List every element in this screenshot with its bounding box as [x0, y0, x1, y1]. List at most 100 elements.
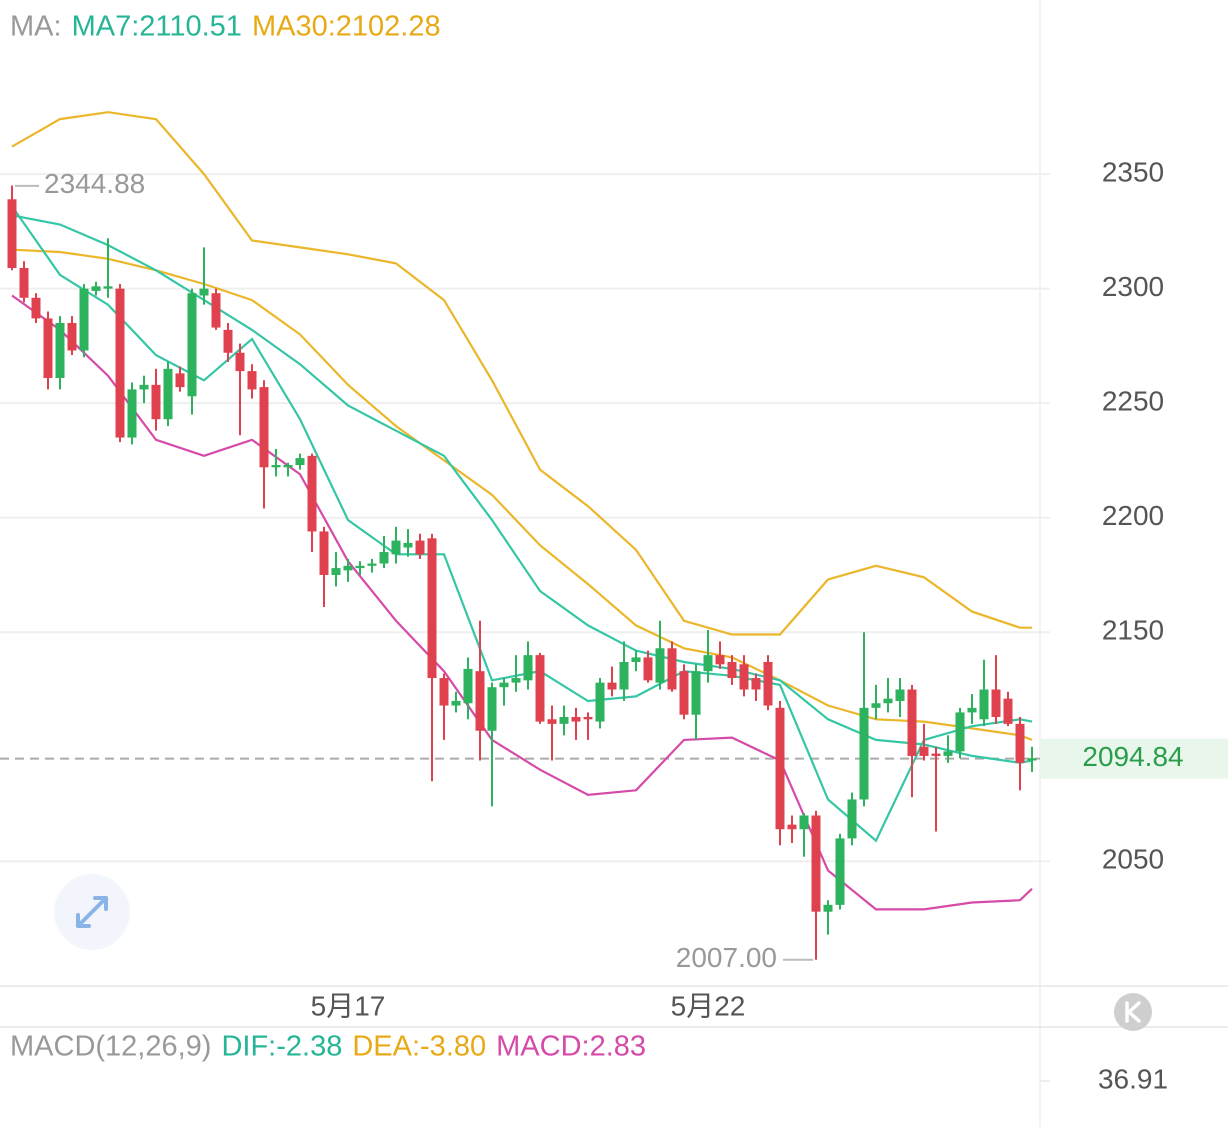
- candle-body: [211, 293, 221, 328]
- legend-prefix: MACD(12,26,9): [10, 1031, 211, 1063]
- candle-body: [643, 657, 653, 681]
- candle-body: [895, 689, 905, 701]
- expand-icon[interactable]: [76, 896, 108, 928]
- k-button[interactable]: [1114, 993, 1152, 1031]
- candle-body: [1027, 758, 1037, 761]
- candle-body: [511, 678, 521, 683]
- candle-body: [703, 655, 713, 672]
- candle-body: [55, 322, 65, 378]
- candle-body: [403, 542, 413, 548]
- candle-body: [607, 682, 617, 690]
- candle-body: [859, 707, 869, 800]
- candle-body: [475, 671, 485, 731]
- candle-body: [979, 689, 989, 720]
- candle-body: [187, 293, 197, 397]
- candle-body: [727, 662, 737, 679]
- candle-body: [67, 322, 77, 351]
- legend-item: MA7:2110.51: [72, 11, 242, 43]
- candle-body: [283, 465, 293, 468]
- legend-item: DEA:-3.80: [352, 1031, 486, 1063]
- candle-body: [139, 384, 149, 390]
- candle-body: [535, 655, 545, 722]
- candle-body: [991, 689, 1001, 717]
- candle-body: [163, 368, 173, 420]
- candle-body: [811, 815, 821, 912]
- macd-tick-label: 36.91: [1098, 1063, 1168, 1094]
- candle-body: [751, 678, 761, 690]
- candle-body: [943, 751, 953, 756]
- y-tick-label: 2350: [1102, 156, 1164, 187]
- y-tick-label: 2300: [1102, 271, 1164, 302]
- candle-body: [43, 318, 53, 378]
- candle-body: [103, 286, 113, 289]
- candle-body: [307, 455, 317, 532]
- candle-body: [583, 716, 593, 720]
- candle-body: [907, 689, 917, 756]
- candle-body: [931, 753, 941, 756]
- y-tick-label: 2050: [1102, 844, 1164, 875]
- x-tick-label: 5月17: [311, 990, 386, 1021]
- candle-body: [631, 657, 641, 663]
- candle-body: [1015, 723, 1025, 763]
- k-icon[interactable]: [1125, 1001, 1141, 1023]
- candle-body: [295, 458, 305, 466]
- indicator-line: [11, 214, 1033, 764]
- legend-item: MACD:2.83: [496, 1031, 646, 1063]
- last-price-label: 2094.84: [1082, 741, 1183, 772]
- candle-body: [487, 687, 497, 731]
- expand-button[interactable]: [54, 874, 130, 950]
- candle-body: [679, 671, 689, 715]
- candle-body: [247, 371, 257, 390]
- candle-body: [439, 678, 449, 706]
- candle-body: [259, 387, 269, 468]
- candle-body: [787, 824, 797, 830]
- candle-body: [823, 904, 833, 912]
- candle-body: [667, 648, 677, 690]
- candle-body: [571, 716, 581, 722]
- candle-body: [1003, 698, 1013, 724]
- annotation-label: 2007.00: [676, 942, 777, 973]
- candle-body: [355, 565, 365, 569]
- candle-body: [7, 199, 17, 269]
- candle-body: [91, 286, 101, 291]
- candle-body: [271, 465, 281, 468]
- indicator-line: [11, 111, 1032, 636]
- x-tick-label: 5月22: [671, 990, 746, 1021]
- candle-body: [115, 288, 125, 438]
- y-tick-label: 2150: [1102, 615, 1164, 646]
- candle-body: [235, 352, 245, 372]
- candle-body: [919, 746, 929, 756]
- candle-body: [427, 538, 437, 679]
- candle-body: [19, 268, 29, 298]
- y-tick-label: 2250: [1102, 386, 1164, 417]
- k-button-bg[interactable]: [1114, 993, 1152, 1031]
- candle-body: [619, 662, 629, 690]
- candle-body: [415, 540, 425, 555]
- candle-body: [391, 540, 401, 555]
- candle-body: [547, 719, 557, 724]
- candle-body: [343, 565, 353, 571]
- candle-body: [799, 815, 809, 830]
- indicator-line: [11, 294, 1033, 911]
- indicator-line: [11, 248, 1033, 741]
- plot: 2050 2150 2200 2250 2300 2350 5月17 5月22: [0, 111, 1164, 1021]
- candle-body: [691, 671, 701, 715]
- candle-body: [835, 838, 845, 905]
- candle-body: [847, 799, 857, 839]
- candle-body: [127, 389, 137, 438]
- candle-body: [175, 373, 185, 388]
- candle-body: [775, 707, 785, 830]
- candle-body: [595, 682, 605, 722]
- candle-body: [331, 568, 341, 575]
- candle-body: [151, 384, 161, 420]
- legend-item: MA30:2102.28: [252, 11, 441, 43]
- candle-body: [967, 707, 977, 713]
- candle-body: [739, 664, 749, 690]
- legend-item: DIF:-2.38: [221, 1031, 342, 1063]
- candle-body: [367, 563, 377, 566]
- candle-body: [523, 655, 533, 681]
- candle-body: [223, 329, 233, 353]
- candle-body: [379, 552, 389, 564]
